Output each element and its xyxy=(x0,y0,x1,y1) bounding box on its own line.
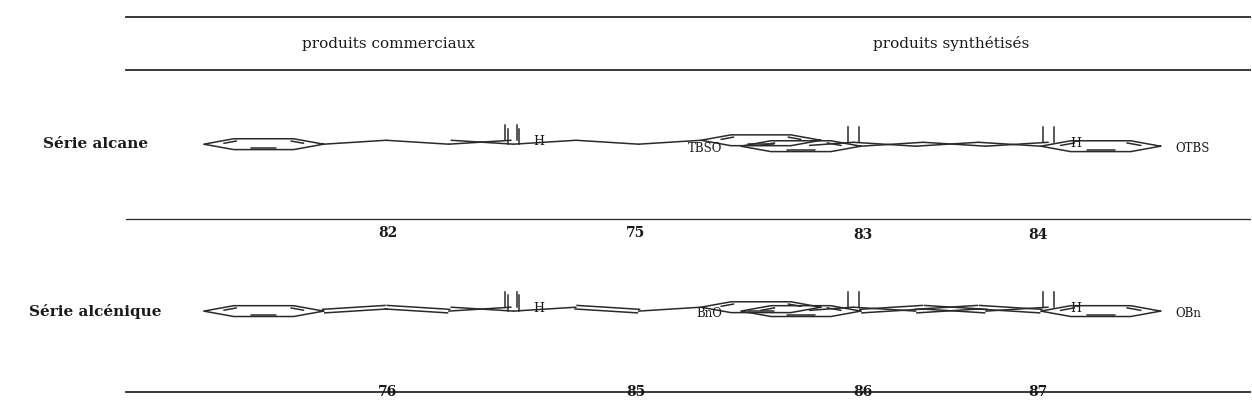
Text: produits commerciaux: produits commerciaux xyxy=(302,36,476,51)
Text: Série alcane: Série alcane xyxy=(43,137,148,151)
Text: 84: 84 xyxy=(1029,228,1048,242)
Text: 86: 86 xyxy=(854,384,873,399)
Text: H: H xyxy=(533,302,545,315)
Text: 85: 85 xyxy=(626,384,646,399)
Text: OTBS: OTBS xyxy=(1176,142,1209,155)
Text: 76: 76 xyxy=(378,384,397,399)
Text: 83: 83 xyxy=(854,228,873,242)
Text: 75: 75 xyxy=(626,226,646,240)
Text: produits synthétisés: produits synthétisés xyxy=(873,36,1029,51)
Text: 87: 87 xyxy=(1029,384,1048,399)
Text: H: H xyxy=(1070,137,1082,150)
Text: H: H xyxy=(533,135,545,148)
Text: TBSO: TBSO xyxy=(687,142,722,155)
Text: 82: 82 xyxy=(378,226,397,240)
Text: BnO: BnO xyxy=(696,307,722,320)
Text: H: H xyxy=(1070,302,1082,315)
Text: Série alcénique: Série alcénique xyxy=(29,304,162,319)
Text: OBn: OBn xyxy=(1176,307,1202,320)
